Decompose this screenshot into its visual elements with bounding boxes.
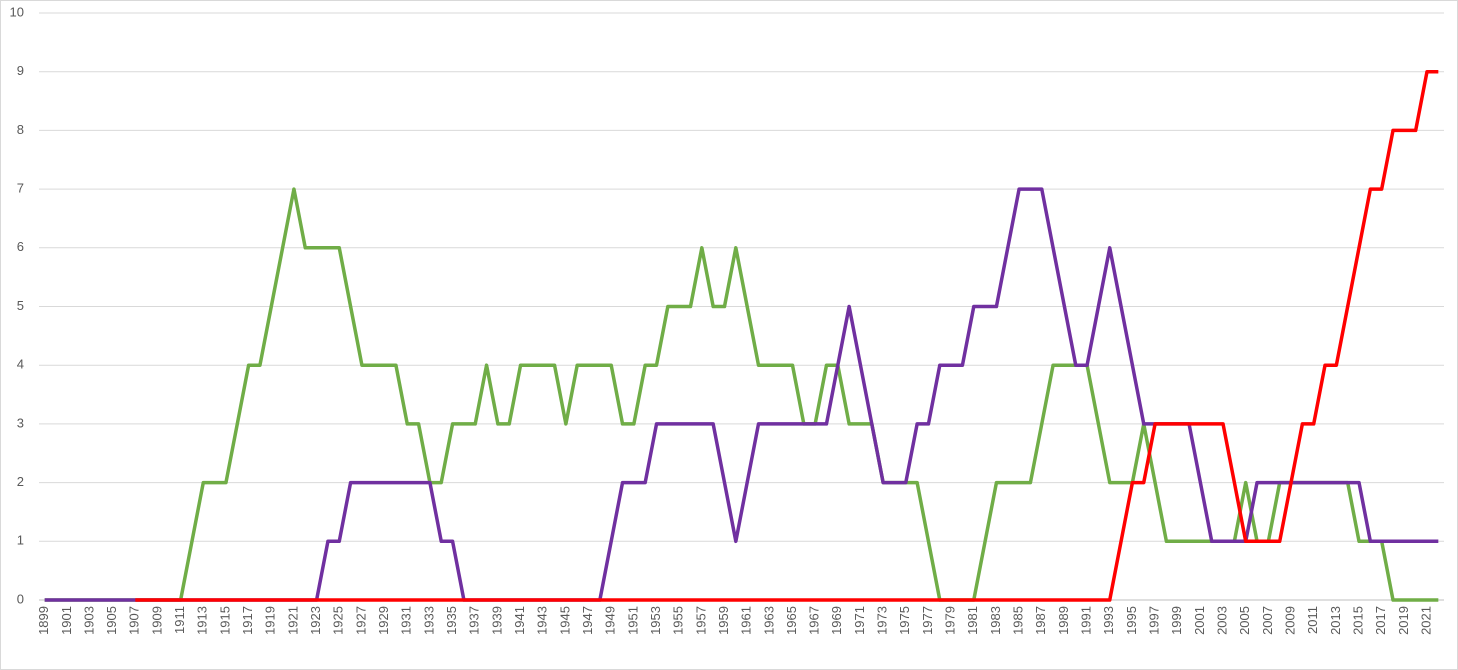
x-tick-label: 1905 — [104, 606, 119, 635]
x-tick-label: 2003 — [1214, 606, 1229, 635]
x-tick-label: 1923 — [308, 606, 323, 635]
x-tick-label: 1901 — [59, 606, 74, 635]
y-tick-label: 4 — [17, 357, 24, 372]
x-tick-label: 1963 — [761, 606, 776, 635]
x-tick-label: 1909 — [149, 606, 164, 635]
y-tick-label: 7 — [17, 181, 24, 196]
x-tick-label: 1975 — [897, 606, 912, 635]
x-tick-label: 2009 — [1282, 606, 1297, 635]
x-tick-label: 1945 — [557, 606, 572, 635]
x-tick-label: 2019 — [1396, 606, 1411, 635]
x-tick-label: 1913 — [195, 606, 210, 635]
y-tick-label: 8 — [17, 122, 24, 137]
x-tick-label: 1977 — [920, 606, 935, 635]
y-tick-label: 1 — [17, 533, 24, 548]
x-tick-label: 1911 — [172, 606, 187, 634]
x-tick-label: 1899 — [36, 606, 51, 635]
x-tick-label: 1965 — [784, 606, 799, 635]
y-tick-label: 5 — [17, 298, 24, 313]
x-tick-label: 1957 — [693, 606, 708, 635]
x-tick-label: 1971 — [852, 606, 867, 635]
x-tick-label: 1969 — [829, 606, 844, 635]
x-tick-label: 1973 — [875, 606, 890, 635]
y-tick-label: 6 — [17, 239, 24, 254]
x-tick-label: 2017 — [1373, 606, 1388, 635]
x-tick-label: 1989 — [1056, 606, 1071, 635]
series-line — [44, 187, 1439, 602]
x-tick-label: 1925 — [331, 606, 346, 635]
x-tick-label: 1959 — [716, 606, 731, 635]
y-tick-label: 10 — [10, 4, 24, 19]
x-tick-label: 1915 — [217, 606, 232, 635]
y-tick-label: 3 — [17, 415, 24, 430]
x-tick-label: 1953 — [648, 606, 663, 635]
x-tick-label: 1921 — [285, 606, 300, 635]
x-tick-label: 1967 — [807, 606, 822, 635]
x-tick-label: 1999 — [1169, 606, 1184, 635]
x-tick-label: 1927 — [353, 606, 368, 635]
y-tick-label: 9 — [17, 63, 24, 78]
x-tick-label: 1949 — [603, 606, 618, 635]
x-tick-label: 2007 — [1260, 606, 1275, 635]
x-tick-label: 1995 — [1124, 606, 1139, 635]
y-tick-label: 0 — [17, 591, 24, 606]
x-tick-label: 1943 — [535, 606, 550, 635]
x-tick-label: 1991 — [1079, 606, 1094, 635]
x-tick-label: 1981 — [965, 606, 980, 635]
x-tick-label: 1933 — [421, 606, 436, 635]
x-tick-label: 1935 — [444, 606, 459, 635]
x-tick-label: 2015 — [1350, 606, 1365, 635]
x-tick-label: 1931 — [399, 606, 414, 635]
x-tick-label: 1993 — [1101, 606, 1116, 635]
y-tick-label: 2 — [17, 474, 24, 489]
x-tick-label: 1955 — [671, 606, 686, 635]
x-tick-label: 1951 — [625, 606, 640, 635]
x-tick-label: 1979 — [943, 606, 958, 635]
series-line — [44, 187, 1439, 602]
x-tick-label: 2001 — [1192, 606, 1207, 635]
x-tick-label: 1917 — [240, 606, 255, 635]
x-tick-label: 2013 — [1328, 606, 1343, 635]
x-tick-label: 1997 — [1147, 606, 1162, 635]
x-tick-label: 1939 — [489, 606, 504, 635]
x-tick-label: 1919 — [263, 606, 278, 635]
x-tick-label: 1941 — [512, 606, 527, 635]
x-tick-label: 2011 — [1305, 606, 1320, 634]
x-tick-label: 1987 — [1033, 606, 1048, 635]
x-tick-label: 1985 — [1011, 606, 1026, 635]
series-line — [135, 69, 1439, 602]
x-tick-label: 2005 — [1237, 606, 1252, 635]
x-tick-label: 1961 — [739, 606, 754, 635]
x-tick-label: 1983 — [988, 606, 1003, 635]
x-tick-label: 1937 — [467, 606, 482, 635]
x-tick-label: 2021 — [1418, 606, 1433, 635]
x-tick-label: 1929 — [376, 606, 391, 635]
x-tick-label: 1947 — [580, 606, 595, 635]
x-tick-label: 1907 — [127, 606, 142, 635]
x-tick-label: 1903 — [81, 606, 96, 635]
